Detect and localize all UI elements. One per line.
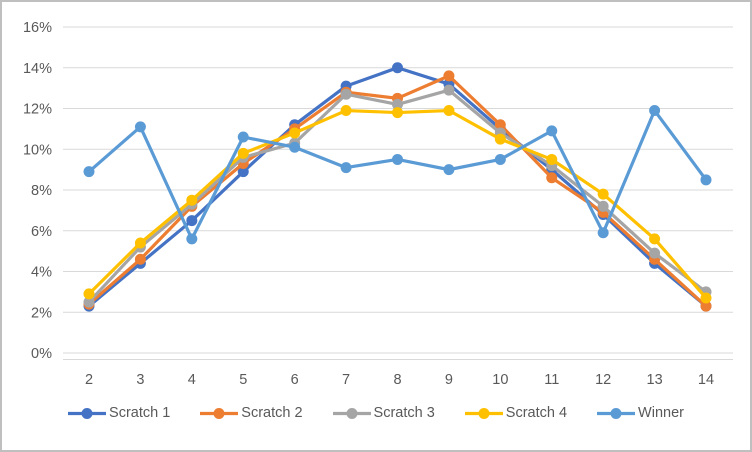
x-axis-tick-label: 14	[698, 372, 714, 388]
data-point-scratch-3	[340, 88, 352, 100]
data-point-winner	[392, 153, 403, 165]
legend-item-scratch-1[interactable]: Scratch 1	[68, 405, 170, 421]
legend-label: Scratch 1	[109, 405, 171, 421]
x-axis-tick-label: 4	[188, 372, 196, 388]
y-axis-tick-label: 10%	[23, 142, 52, 158]
data-point-scratch-4	[649, 233, 661, 245]
data-point-scratch-1	[237, 166, 249, 178]
data-point-scratch-4	[83, 288, 95, 300]
data-point-winner	[494, 153, 506, 165]
data-point-scratch-3	[83, 296, 95, 308]
data-point-scratch-2	[494, 119, 506, 131]
x-axis-tick-label: 10	[492, 372, 508, 388]
legend-item-scratch-3[interactable]: Scratch 3	[332, 405, 435, 421]
legend-item-winner[interactable]: Winner	[597, 405, 684, 421]
legend-marker-icon	[68, 407, 107, 419]
data-point-winner	[237, 131, 249, 143]
x-axis-tick-label: 12	[595, 372, 611, 388]
data-point-winner	[546, 125, 558, 137]
data-point-winner	[134, 121, 146, 133]
legend-label: Winner	[638, 405, 684, 421]
legend: Scratch 1 Scratch 2 Scratch 3 Scratch 4 Winn…	[2, 405, 750, 421]
data-point-scratch-4	[597, 188, 609, 200]
data-point-scratch-2	[546, 172, 558, 184]
data-point-scratch-1	[392, 62, 403, 74]
y-axis-tick-label: 16%	[23, 20, 52, 36]
data-point-scratch-4	[340, 105, 352, 117]
x-axis-tick-label: 7	[342, 372, 350, 388]
x-axis-tick-label: 5	[239, 372, 247, 388]
legend-marker-icon	[597, 407, 636, 419]
x-axis-tick-label: 9	[445, 372, 453, 388]
data-point-scratch-4	[186, 194, 198, 206]
x-axis-tick-label: 2	[85, 372, 93, 388]
x-axis-tick-label: 13	[647, 372, 663, 388]
data-point-scratch-4	[546, 153, 558, 165]
legend-marker-icon	[332, 407, 371, 419]
series-line-scratch-3	[87, 88, 708, 304]
data-point-scratch-3	[443, 84, 455, 96]
y-axis-tick-label: 12%	[23, 102, 52, 118]
y-axis-tick-label: 0%	[31, 346, 52, 362]
data-point-scratch-4	[289, 127, 301, 139]
data-point-scratch-4	[392, 107, 403, 119]
x-axis-tick-label: 3	[136, 372, 144, 388]
data-point-winner	[597, 227, 609, 239]
data-point-winner	[443, 164, 455, 176]
y-axis-tick-label: 6%	[31, 224, 52, 240]
data-point-winner	[340, 162, 352, 174]
data-point-winner	[186, 233, 198, 245]
x-axis-tick-label: 8	[393, 372, 401, 388]
legend-label: Scratch 4	[505, 405, 568, 421]
data-point-winner	[83, 166, 95, 178]
data-point-scratch-4	[494, 133, 506, 145]
legend-item-scratch-4[interactable]: Scratch 4	[464, 405, 568, 421]
data-point-scratch-4	[134, 237, 146, 249]
data-point-winner	[649, 105, 661, 117]
legend-item-scratch-2[interactable]: Scratch 2	[200, 405, 303, 421]
data-point-scratch-2	[443, 70, 455, 82]
data-point-scratch-4	[237, 147, 249, 159]
y-axis-tick-label: 4%	[31, 265, 52, 281]
data-point-scratch-1	[186, 215, 198, 227]
data-point-winner	[289, 141, 301, 153]
data-point-scratch-2	[700, 300, 712, 312]
data-point-winner	[700, 174, 712, 186]
data-point-scratch-4	[443, 105, 455, 117]
legend-label: Scratch 2	[241, 405, 303, 421]
legend-marker-icon	[464, 407, 503, 419]
legend-label: Scratch 3	[373, 405, 435, 421]
y-axis-tick-label: 8%	[31, 183, 52, 199]
y-axis-tick-label: 2%	[31, 305, 52, 321]
y-axis-tick-label: 14%	[23, 61, 52, 77]
data-point-scratch-3	[597, 200, 609, 212]
x-axis-tick-label: 6	[291, 372, 299, 388]
data-point-scratch-2	[134, 253, 146, 265]
data-point-scratch-4	[700, 292, 712, 304]
data-point-scratch-3	[649, 247, 661, 259]
legend-marker-icon	[200, 407, 239, 419]
data-point-scratch-3	[392, 98, 403, 110]
x-axis-tick-label: 11	[544, 372, 559, 388]
